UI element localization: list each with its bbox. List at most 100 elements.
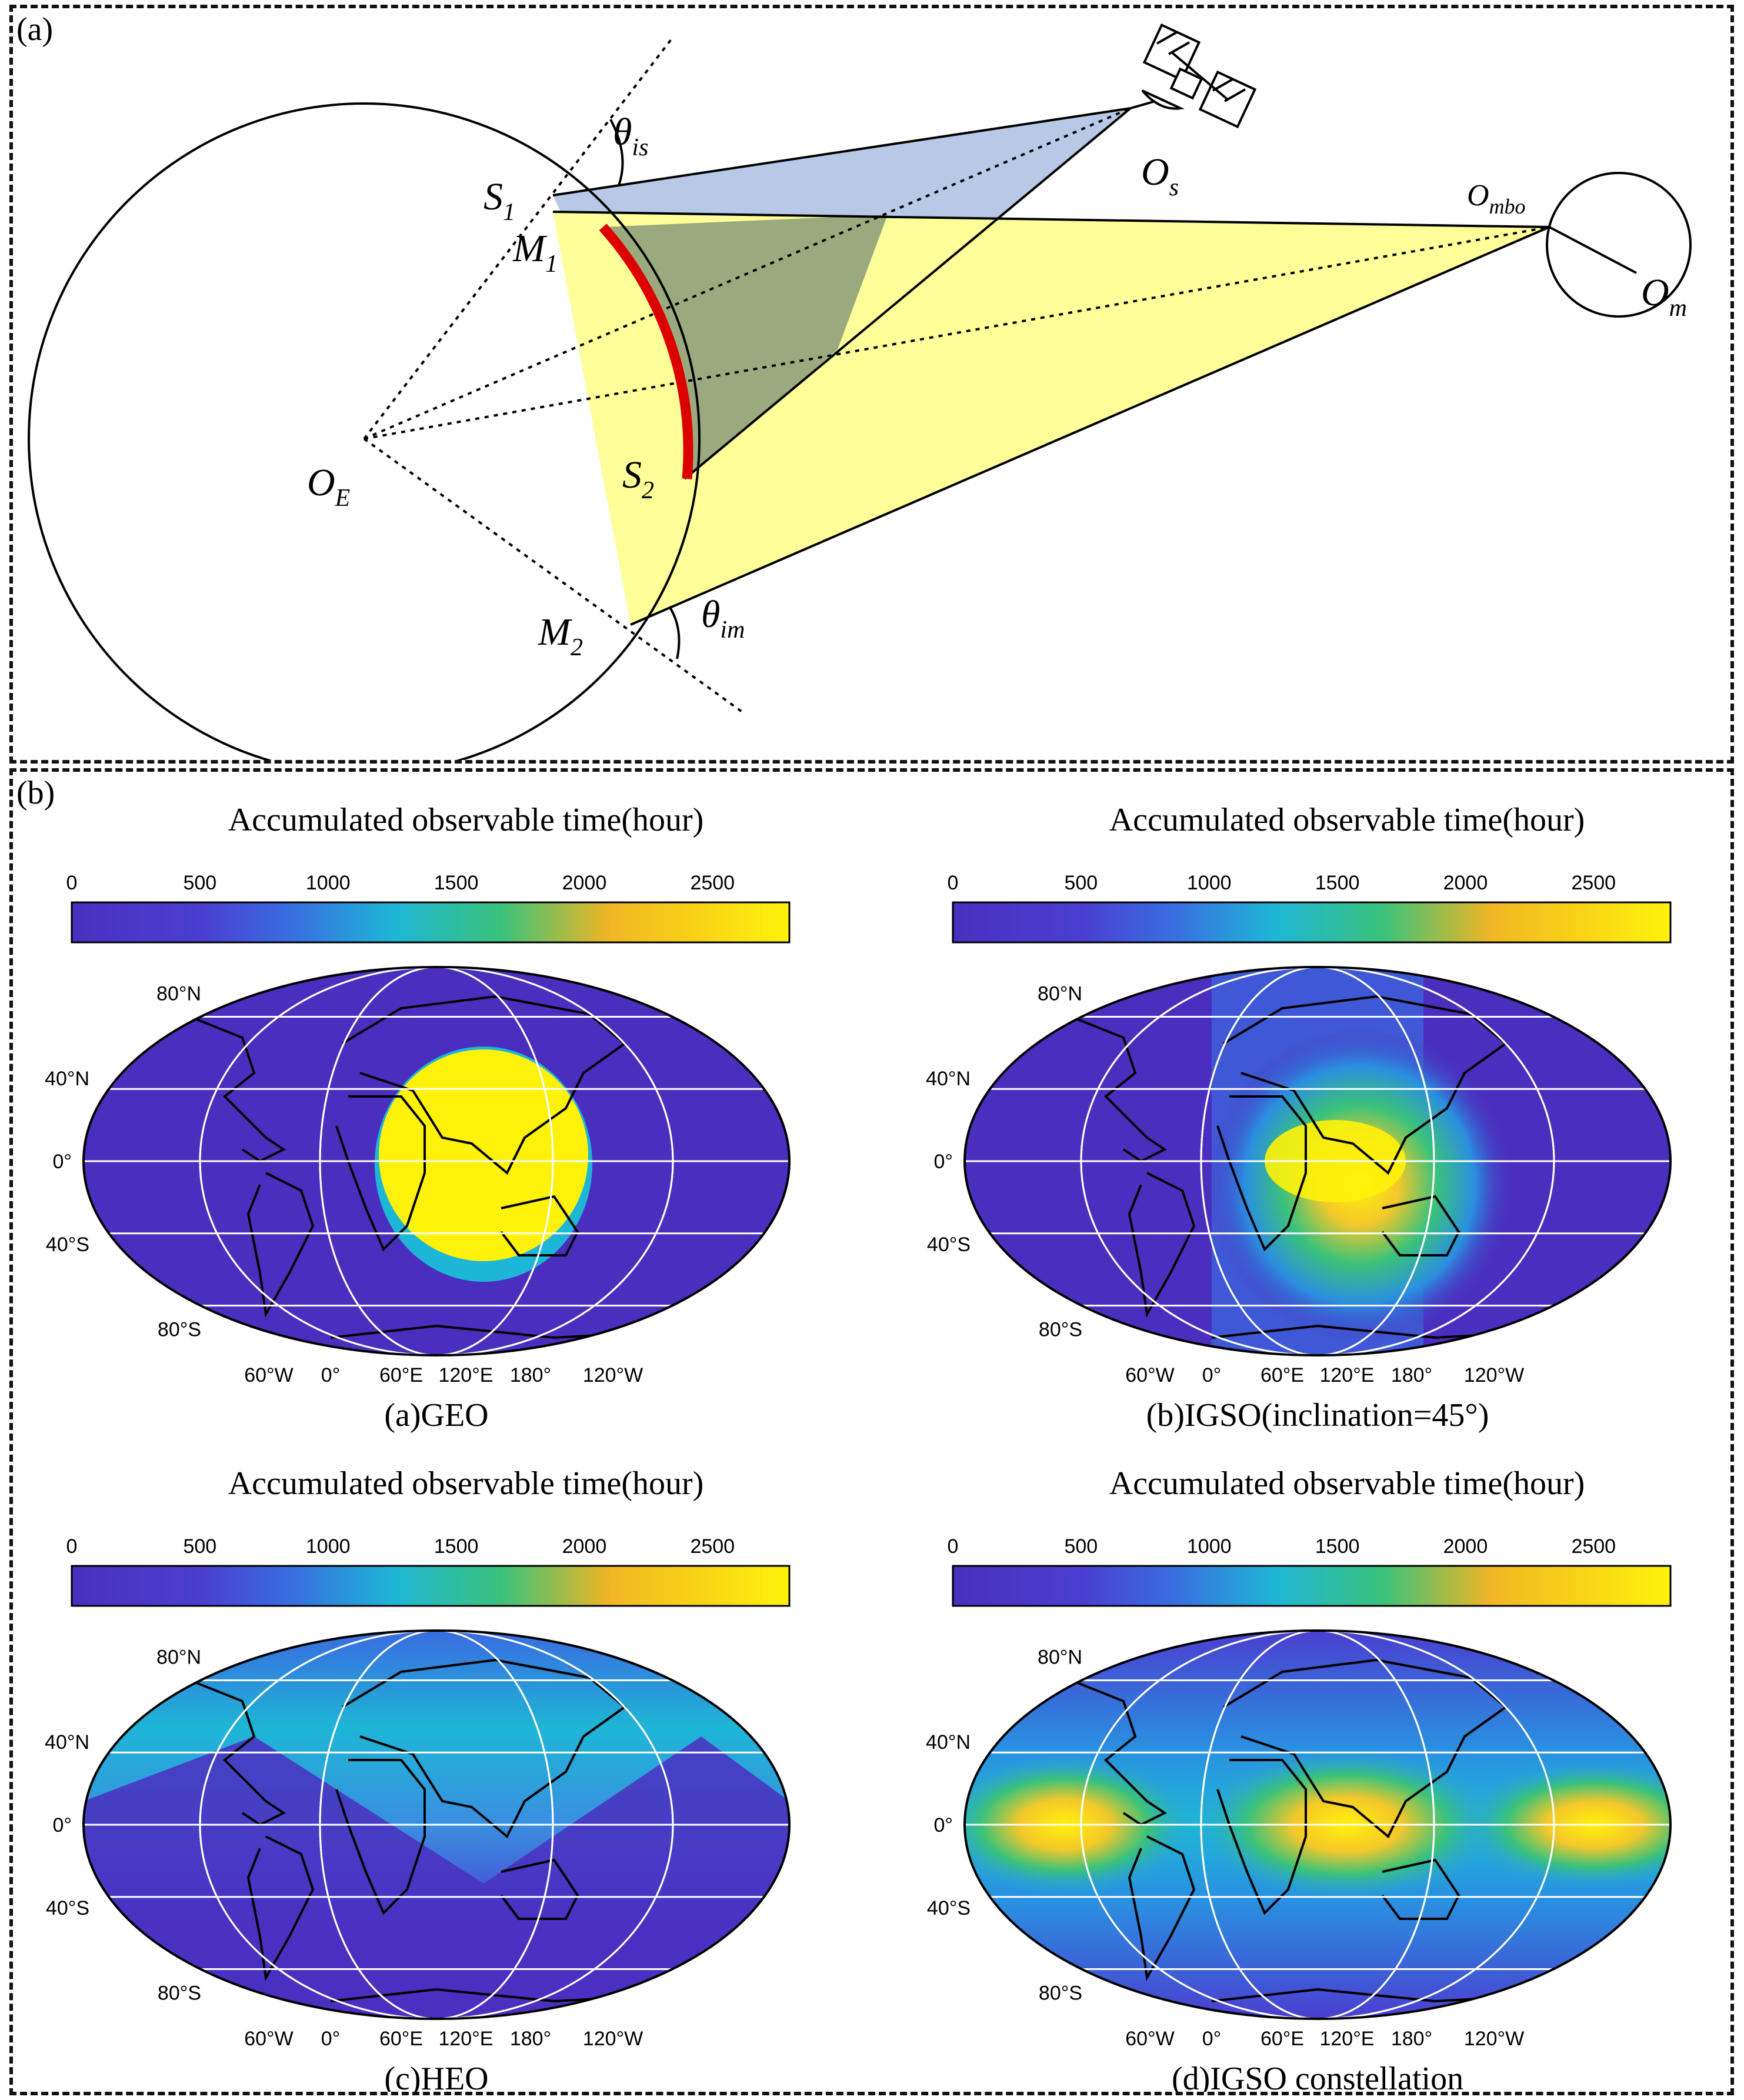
label-S1: S1 <box>483 175 515 226</box>
map-geo: Accumulated observable time(hour) 0 500 100… <box>45 802 791 1434</box>
lat-label: 80°N <box>1038 1646 1082 1669</box>
lat-label: 40°S <box>46 1897 89 1919</box>
map-field <box>84 967 789 1355</box>
colorbar-title: Accumulated observable time(hour) <box>1109 1465 1585 1502</box>
map-border <box>963 966 1672 1356</box>
moon-circle <box>1546 172 1692 318</box>
colorbar <box>952 1565 1672 1607</box>
colorbar-tick-label: 2000 <box>562 872 607 894</box>
lat-label: 80°S <box>1039 1982 1082 2004</box>
lon-label: 120°W <box>1464 1364 1524 1386</box>
moon-upper-line <box>552 211 1550 228</box>
panel-b-label: (b) <box>16 775 55 811</box>
lat-label: 40°S <box>927 1897 971 1919</box>
lat-label: 40°N <box>45 1068 89 1090</box>
earth-circle <box>28 102 701 760</box>
lat-label: 80°S <box>1039 1318 1082 1341</box>
moon-radius-line <box>1549 226 1637 274</box>
colorbar <box>952 901 1672 944</box>
maps-svg: Accumulated observable time(hour) 0 500 100… <box>45 802 1672 2092</box>
lon-label: 60°E <box>379 1364 423 1386</box>
colorbar-tick-label: 0 <box>948 872 959 894</box>
map-border <box>963 1629 1672 2020</box>
lon-label: 60°W <box>244 1364 294 1386</box>
map-border <box>82 966 791 1356</box>
lon-label: 60°E <box>379 2028 423 2050</box>
colorbar <box>71 1565 791 1607</box>
colorbar-tick-label: 2500 <box>1571 1535 1616 1558</box>
lon-label: 60°W <box>244 2028 294 2050</box>
panel-a-geometry-diagram: (a) <box>9 5 1734 764</box>
colorbar-tick-label: 2000 <box>1443 1535 1488 1558</box>
lat-label: 40°N <box>926 1068 971 1090</box>
theta-im-arc <box>668 605 681 659</box>
colorbar-tick-label: 0 <box>948 1535 959 1558</box>
lon-label: 120°E <box>438 2028 493 2050</box>
lon-label: 120°W <box>1464 2028 1524 2050</box>
label-O-s: Os <box>1141 151 1179 201</box>
lon-label: 60°W <box>1125 2028 1175 2050</box>
lat-label: 80°N <box>156 1646 201 1669</box>
lon-label: 120°E <box>1319 1364 1374 1386</box>
lat-label: 40°N <box>926 1731 971 1754</box>
map-constellation: Accumulated observable time(hour) 0 500 100… <box>926 1465 1672 2092</box>
lat-label: 40°N <box>45 1731 89 1754</box>
overlap-region <box>603 215 888 479</box>
label-O-mbo: Ombo <box>1467 179 1526 218</box>
map-field <box>965 967 1670 1355</box>
colorbar-tick-label: 2000 <box>1443 872 1488 894</box>
map-caption: (c)HEO <box>384 2061 488 2092</box>
map-caption: (d)IGSO constellation <box>1172 2061 1463 2092</box>
observable-arc <box>599 224 693 479</box>
panel-b-coverage-maps: (b) <box>9 768 1734 2095</box>
lon-label: 180° <box>1391 2028 1432 2050</box>
lat-label: 40°S <box>46 1234 89 1256</box>
colorbar-title: Accumulated observable time(hour) <box>228 1465 704 1502</box>
colorbar <box>71 901 791 944</box>
colorbar-tick-label: 500 <box>1064 1535 1098 1558</box>
map-igso: Accumulated observable time(hour) 0 500 100… <box>926 802 1672 1434</box>
map-border <box>82 1629 791 2020</box>
colorbar-tick-label: 2500 <box>1571 872 1616 894</box>
lat-label: 80°S <box>158 1982 201 2004</box>
label-M2: M2 <box>538 611 583 661</box>
label-theta-is: θis <box>613 111 648 161</box>
colorbar-tick-label: 1000 <box>306 872 351 894</box>
lat-label: 80°S <box>158 1318 201 1341</box>
lon-label: 120°E <box>1319 2028 1374 2050</box>
dotted-lines <box>363 35 1550 715</box>
satellite-lower-line <box>683 107 1132 480</box>
label-M1: M1 <box>512 227 558 278</box>
lon-label: 180° <box>510 1364 551 1386</box>
colorbar-tick-label: 500 <box>1064 872 1098 894</box>
lon-label: 60°E <box>1261 2028 1304 2050</box>
colorbar-tick-label: 0 <box>66 1535 78 1558</box>
lon-label: 0° <box>321 1364 341 1386</box>
panel-a-label: (a) <box>16 11 54 48</box>
colorbar-tick-label: 1000 <box>306 1535 351 1558</box>
geometry-svg: θis Os Ombo Om S1 M1 OE S2 M2 θim <box>28 23 1692 760</box>
label-theta-im: θim <box>701 593 745 644</box>
colorbar-tick-label: 1500 <box>434 1535 479 1558</box>
lon-label: 0° <box>1202 2028 1222 2050</box>
colorbar-tick-label: 500 <box>183 872 216 894</box>
lat-label: 0° <box>933 1151 953 1173</box>
lat-label: 0° <box>933 1814 953 1836</box>
colorbar-title: Accumulated observable time(hour) <box>1109 802 1585 838</box>
colorbar-tick-label: 0 <box>66 872 78 894</box>
colorbar-tick-label: 1500 <box>1315 1535 1360 1558</box>
colorbar-tick-label: 1000 <box>1187 1535 1232 1558</box>
map-caption: (a)GEO <box>384 1397 488 1434</box>
map-field <box>84 1631 789 2019</box>
colorbar-tick-label: 1500 <box>1315 872 1360 894</box>
label-O-E: OE <box>307 461 350 512</box>
theta-is-arc <box>609 119 624 186</box>
lat-label: 80°N <box>1038 983 1082 1005</box>
lon-label: 180° <box>1391 1364 1432 1386</box>
colorbar-title: Accumulated observable time(hour) <box>228 802 704 838</box>
lon-label: 60°E <box>1261 1364 1304 1386</box>
satellite-upper-line <box>552 107 1131 196</box>
colorbar-tick-label: 500 <box>183 1535 216 1558</box>
lon-label: 0° <box>321 2028 341 2050</box>
map-heo: Accumulated observable time(hour) 0 500 100… <box>45 1465 791 2092</box>
